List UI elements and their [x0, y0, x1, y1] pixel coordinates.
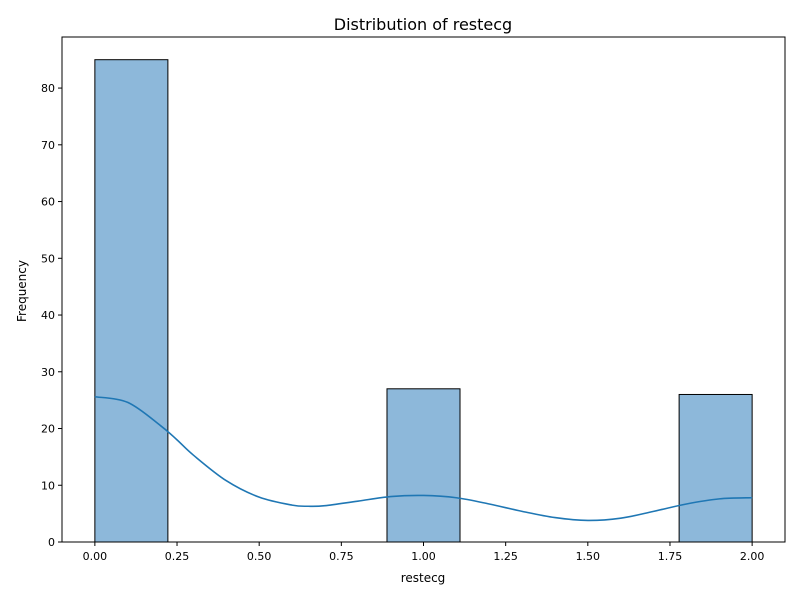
x-tick-label: 2.00 [740, 550, 765, 563]
x-tick-label: 1.50 [576, 550, 601, 563]
bars-group [94, 59, 753, 543]
histogram-bar [678, 393, 753, 543]
y-tick-label: 0 [48, 536, 55, 549]
x-tick-label: 0.75 [329, 550, 354, 563]
y-tick-label: 20 [41, 423, 55, 436]
y-tick-label: 60 [41, 196, 55, 209]
histogram-bar [386, 388, 461, 543]
y-axis-ticks: 0 10 20 30 40 50 60 70 80 [41, 82, 62, 549]
histogram-bar [94, 59, 169, 543]
y-tick-label: 80 [41, 82, 55, 95]
y-tick-label: 70 [41, 139, 55, 152]
y-tick-label: 30 [41, 366, 55, 379]
x-tick-label: 0.00 [83, 550, 108, 563]
x-tick-label: 0.25 [165, 550, 190, 563]
y-tick-label: 40 [41, 309, 55, 322]
x-tick-label: 0.50 [247, 550, 272, 563]
y-tick-label: 10 [41, 479, 55, 492]
x-tick-label: 1.00 [411, 550, 436, 563]
x-axis-label: restecg [401, 571, 446, 585]
y-axis-label: Frequency [15, 260, 29, 322]
x-axis-ticks: 0.00 0.25 0.50 0.75 1.00 1.25 1.50 1.75 2.00 [83, 542, 765, 563]
chart-title: Distribution of restecg [334, 15, 512, 34]
x-tick-label: 1.75 [658, 550, 683, 563]
kde-curve [94, 395, 753, 522]
x-tick-label: 1.25 [493, 550, 518, 563]
y-tick-label: 50 [41, 252, 55, 265]
